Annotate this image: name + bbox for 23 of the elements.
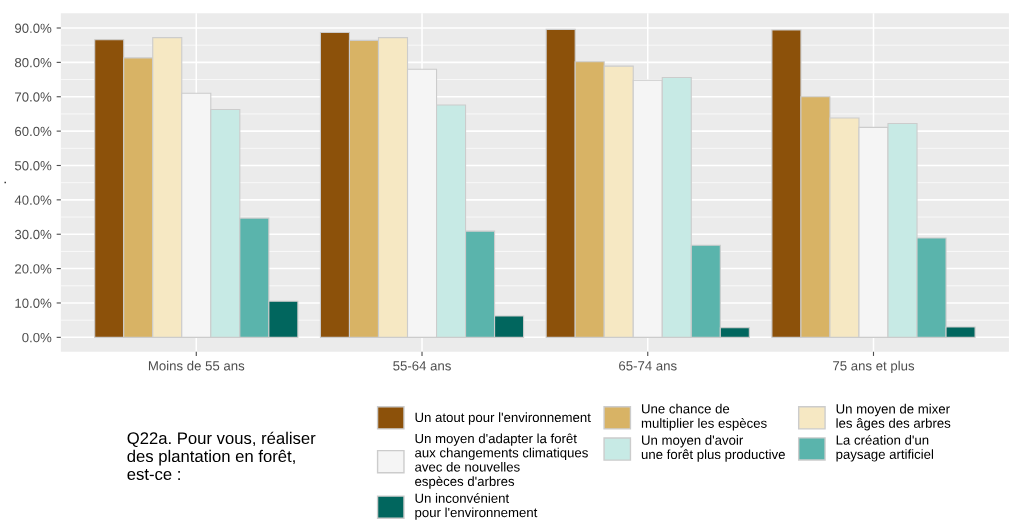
y-tick-label: 20.0% <box>15 264 52 274</box>
y-tick-label: 0.0% <box>22 332 52 343</box>
legend-label: Un moyen d'avoir une forêt plus productive <box>641 435 785 462</box>
legend-label: Une chance de multiplier les espèces <box>641 403 767 431</box>
legend-label: La création d'un paysage artificiel <box>836 434 934 462</box>
y-tick-label: 50.0% <box>14 161 52 171</box>
y-tick-label: 10.0% <box>15 298 52 308</box>
y-axis-title: . <box>4 181 6 184</box>
y-tick-label: 70.0% <box>15 92 52 102</box>
y-tick-label: 60.0% <box>15 126 52 137</box>
y-tick-label: 80.0% <box>14 57 52 68</box>
legend-label: Un moyen d'adapter la forêt aux changements climatiques avec de nouvelles espèces d'arbres <box>415 433 588 489</box>
y-tick-label: 30.0% <box>14 229 52 240</box>
x-tick-label: 75 ans et plus <box>833 360 915 374</box>
legend-label: Un moyen de mixer les âges des arbres <box>836 403 951 431</box>
legend-label: Un inconvénient pour l'environnement <box>415 493 538 520</box>
y-tick-label: 40.0% <box>14 195 52 205</box>
x-tick-label: Moins de 55 ans <box>148 360 245 371</box>
y-tick-label: 90.0% <box>15 23 52 33</box>
x-tick-label: 65-74 ans <box>619 361 677 371</box>
legend-title: Q22a. Pour vous, réaliser des plantation en forêt, est-ce : <box>127 431 316 481</box>
legend-label: Un atout pour l'environnement <box>415 412 591 425</box>
x-tick-label: 55-64 ans <box>393 361 451 371</box>
